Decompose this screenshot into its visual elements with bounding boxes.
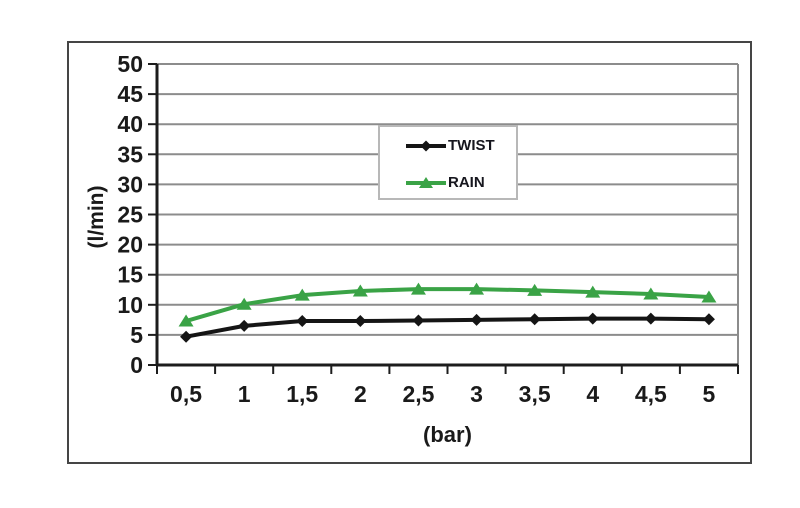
x-tick-label: 2,5 <box>402 381 434 407</box>
series-point-twist <box>296 315 309 328</box>
x-tick-label: 0,5 <box>170 381 202 407</box>
y-tick-label: 50 <box>117 51 143 77</box>
y-tick-label: 0 <box>130 352 143 378</box>
series-point-rain <box>527 283 543 296</box>
series-point-twist <box>354 315 367 328</box>
series-point-twist <box>702 313 715 326</box>
y-tick-label: 30 <box>117 171 143 197</box>
series-line-twist <box>184 316 711 339</box>
x-tick-label: 1 <box>238 381 251 407</box>
series-point-rain <box>352 284 368 297</box>
series-point-rain <box>178 314 194 327</box>
y-tick-label: 20 <box>117 232 143 258</box>
series-point-twist <box>528 313 541 326</box>
rain-line-marker-icon <box>406 177 446 188</box>
x-tick-label: 4,5 <box>635 381 667 407</box>
series-point-rain <box>585 285 601 298</box>
series-point-twist <box>644 312 657 325</box>
y-tick-label: 5 <box>130 322 143 348</box>
x-tick-label: 5 <box>703 381 716 407</box>
legend-item-rain: RAIN <box>404 174 485 192</box>
y-tick-label: 45 <box>117 81 143 107</box>
y-tick-label: 40 <box>117 111 143 137</box>
x-tick-label: 3,5 <box>519 381 551 407</box>
chart-frame <box>67 41 752 464</box>
series-point-rain <box>410 282 426 295</box>
x-tick-label: 3 <box>470 381 483 407</box>
series-point-twist <box>586 312 599 325</box>
x-tick-label: 4 <box>586 381 599 407</box>
y-tick-label: 15 <box>117 262 143 288</box>
chart-legend: TWIST RAIN <box>378 125 518 200</box>
legend-label-twist: TWIST <box>448 137 495 154</box>
series-point-rain <box>469 282 485 295</box>
y-tick-label: 35 <box>117 141 143 167</box>
twist-line-marker-icon <box>406 140 446 152</box>
x-axis-title: (bar) <box>423 422 472 447</box>
y-axis-title: (l/min) <box>85 186 108 249</box>
x-tick-label: 1,5 <box>286 381 318 407</box>
y-tick-label: 25 <box>117 202 143 228</box>
legend-label-rain: RAIN <box>448 174 485 191</box>
x-tick-label: 2 <box>354 381 367 407</box>
series-point-rain <box>701 290 717 303</box>
series-point-twist <box>412 314 425 327</box>
series-point-rain <box>294 288 310 301</box>
series-point-twist <box>470 313 483 326</box>
series-line-rain <box>184 287 711 324</box>
y-tick-label: 10 <box>117 292 143 318</box>
legend-item-twist: TWIST <box>404 137 495 155</box>
series-point-rain <box>236 297 252 310</box>
series-point-twist <box>238 319 251 332</box>
series-point-twist <box>180 330 193 343</box>
series-point-rain <box>643 287 659 300</box>
